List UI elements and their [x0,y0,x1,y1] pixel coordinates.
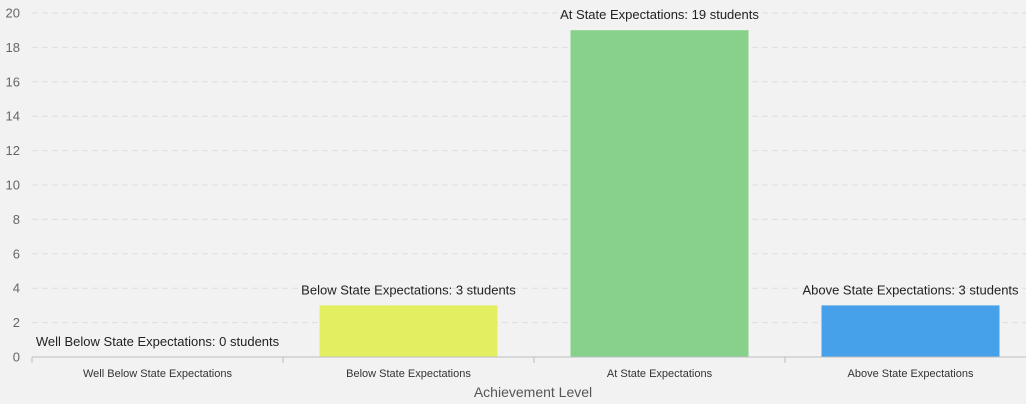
bar [319,305,498,357]
y-tick-label: 16 [6,74,20,89]
y-tick-label: 14 [6,109,20,124]
data-label: At State Expectations: 19 students [560,7,759,22]
y-tick-label: 10 [6,178,20,193]
data-label: Below State Expectations: 3 students [301,282,516,297]
x-category-label: Below State Expectations [346,368,471,380]
data-labels: Well Below State Expectations: 0 student… [36,7,1019,349]
y-tick-label: 6 [13,246,20,261]
y-tick-label: 4 [13,281,20,296]
bar [821,305,1000,357]
y-tick-label: 0 [13,350,20,365]
bar [570,30,749,357]
bars [319,30,1000,357]
y-tick-label: 20 [6,6,20,21]
x-category-label: Above State Expectations [848,368,974,380]
y-tick-label: 2 [13,315,20,330]
x-axis-title: Achievement Level [474,384,592,400]
x-category-label: At State Expectations [607,368,713,380]
gridlines [32,12,1026,324]
x-category-label: Well Below State Expectations [83,368,232,380]
y-tick-label: 18 [6,40,20,55]
x-axis-categories: Well Below State Expectations Below State… [31,357,974,380]
data-label: Above State Expectations: 3 students [802,282,1019,297]
y-tick-label: 12 [6,143,20,158]
y-tick-label: 8 [13,212,20,227]
data-label: Well Below State Expectations: 0 student… [36,334,280,349]
y-axis-ticks: 0 2 4 6 8 10 12 14 16 18 20 [6,6,20,365]
